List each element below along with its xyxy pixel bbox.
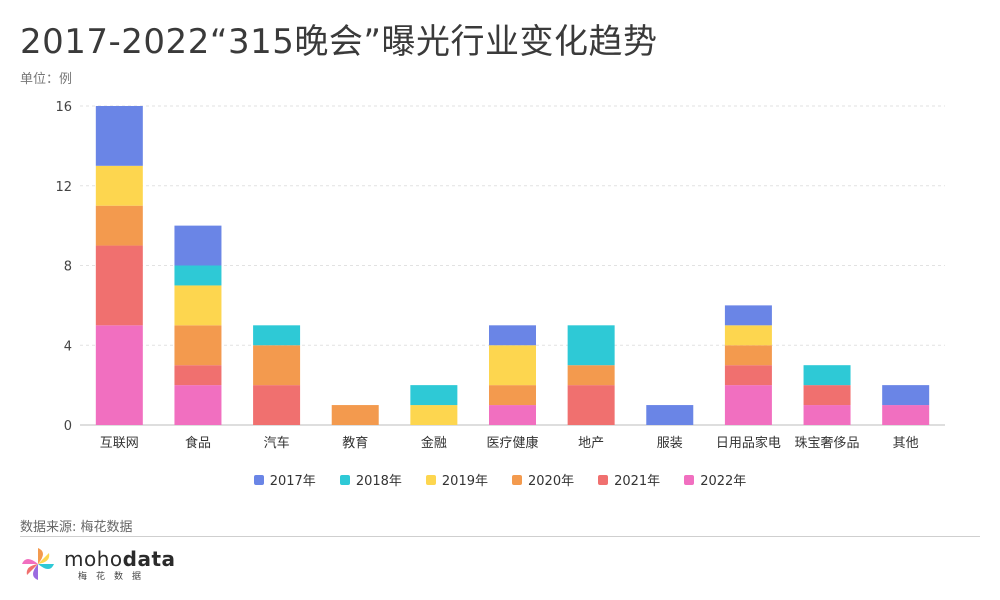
bar-segment — [410, 405, 458, 425]
bar-segment — [724, 365, 772, 386]
x-category-label: 汽车 — [264, 435, 290, 451]
y-tick-label: 0 — [64, 419, 72, 434]
bar-segment — [567, 385, 615, 425]
legend-label: 2019年 — [441, 474, 488, 489]
data-source: 数据来源: 梅花数据 — [20, 520, 133, 535]
bar-segment — [567, 365, 615, 386]
stacked-bar-chart: 0 4 8 12 16 互联网 食品 汽车 教育 金融 医疗健康 地产 服装 日用品家电 珠宝奢侈品 其他 — [55, 100, 945, 451]
x-category-label: 食品 — [185, 435, 211, 451]
bar-segment — [489, 385, 536, 406]
logo-subtitle: 梅花数据 — [78, 571, 151, 582]
bar-segment — [882, 405, 930, 425]
legend-item[interactable]: 2021年 — [598, 470, 660, 489]
bar-segment — [489, 325, 536, 346]
footer-divider — [20, 536, 980, 537]
legend-swatch — [512, 474, 522, 485]
legend-swatch — [598, 474, 609, 485]
chart-title: 2017-2022“315晚会”曝光行业变化趋势 — [20, 22, 658, 62]
bar-segment — [724, 385, 772, 425]
brand-logo: mohodata 梅花数据 — [20, 546, 176, 582]
legend-item[interactable]: 2020年 — [512, 470, 574, 489]
bar-segment — [882, 385, 930, 406]
bar-segment — [174, 365, 222, 386]
unit-label: 单位：例 — [20, 72, 73, 87]
bar-segment — [174, 385, 222, 425]
bar-segment — [724, 325, 772, 346]
x-category-label: 服装 — [657, 436, 683, 451]
bar-segment — [410, 385, 458, 406]
chart-legend: 2017年 2018年 2019年 2020年 2021年 2022年 — [0, 470, 1000, 489]
logo-wordmark: mohodata — [64, 546, 176, 571]
legend-item[interactable]: 2019年 — [425, 470, 488, 489]
y-tick-label: 16 — [55, 100, 72, 115]
legend-label: 2020年 — [528, 474, 575, 489]
legend-item[interactable]: 2018年 — [339, 470, 402, 489]
bar-segment — [489, 345, 536, 386]
bar-segment — [567, 325, 615, 366]
legend-label: 2022年 — [700, 474, 747, 489]
bar-segment — [803, 365, 851, 386]
bar-segment — [646, 405, 694, 425]
x-category-label: 珠宝奢侈品 — [795, 436, 860, 451]
bar-segment — [803, 385, 851, 406]
bar-segment — [95, 106, 143, 166]
legend-item[interactable]: 2017年 — [253, 470, 316, 489]
legend-item[interactable]: 2022年 — [684, 470, 746, 489]
x-category-label: 互联网 — [100, 436, 139, 451]
bar-segment — [803, 405, 851, 425]
pinwheel-logo-icon — [22, 548, 54, 580]
x-category-label: 其他 — [893, 436, 919, 451]
bar-segment — [95, 325, 143, 425]
y-tick-label: 8 — [64, 260, 72, 275]
bar-segment — [95, 165, 143, 206]
bar-segment — [174, 265, 222, 286]
bar-segment — [489, 405, 536, 425]
legend-swatch — [425, 474, 436, 485]
bar-segment — [253, 345, 301, 386]
bar-segment — [331, 405, 379, 425]
x-category-label: 地产 — [578, 436, 604, 451]
legend-swatch — [253, 474, 264, 485]
legend-label: 2018年 — [355, 474, 402, 489]
x-category-label: 医疗健康 — [486, 435, 538, 451]
x-category-label: 教育 — [342, 435, 368, 451]
x-category-label: 日用品家电 — [716, 435, 781, 451]
y-tick-label: 12 — [55, 180, 72, 195]
x-category-label: 金融 — [421, 435, 447, 451]
bar-segment — [174, 225, 222, 266]
bar-segment — [95, 245, 143, 326]
legend-label: 2021年 — [614, 474, 661, 489]
bar-segment — [724, 345, 772, 366]
bar-segment — [724, 305, 772, 326]
bar-segment — [174, 285, 222, 326]
bar-segment — [174, 325, 222, 366]
bar-segment — [253, 385, 301, 425]
bar-segment — [253, 325, 301, 346]
legend-label: 2017年 — [269, 474, 316, 489]
legend-swatch — [339, 474, 350, 485]
legend-swatch — [684, 474, 695, 485]
y-tick-label: 4 — [64, 339, 72, 354]
bar-segment — [95, 205, 143, 246]
